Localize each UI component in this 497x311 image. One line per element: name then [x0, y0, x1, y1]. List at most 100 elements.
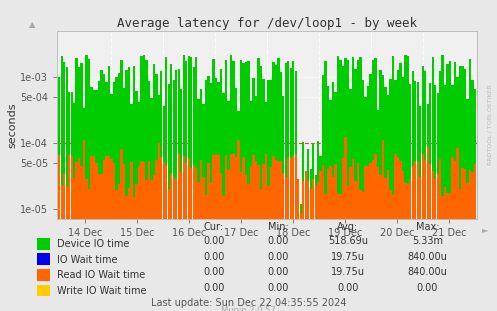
Bar [312, 179, 315, 311]
Bar [471, 172, 474, 311]
Bar [220, 173, 222, 311]
Bar [469, 59, 471, 311]
Bar [230, 154, 232, 311]
Bar [113, 163, 115, 311]
Text: 0.00: 0.00 [203, 283, 225, 293]
Bar [233, 154, 235, 311]
Bar [81, 63, 83, 311]
Bar [379, 175, 382, 311]
Bar [362, 193, 364, 311]
Bar [180, 90, 182, 311]
Bar [148, 81, 150, 311]
Bar [392, 195, 394, 311]
Bar [397, 70, 399, 311]
Bar [255, 161, 257, 311]
Bar [205, 195, 207, 311]
Bar [113, 82, 115, 311]
Bar [354, 69, 357, 311]
Bar [135, 91, 138, 311]
Bar [429, 164, 431, 311]
Bar [421, 154, 424, 311]
Bar [130, 162, 133, 311]
Bar [290, 158, 292, 311]
Bar [446, 193, 449, 311]
Bar [225, 155, 227, 311]
Bar [108, 66, 110, 311]
Bar [260, 189, 262, 311]
Bar [118, 73, 120, 311]
Bar [90, 156, 93, 311]
Bar [325, 194, 327, 311]
Bar [265, 102, 267, 311]
Bar [222, 93, 225, 311]
Bar [332, 177, 334, 311]
Bar [379, 70, 382, 311]
Text: RRDTOOL / TOBI OETIKER: RRDTOOL / TOBI OETIKER [487, 84, 492, 165]
Bar [342, 158, 344, 311]
Bar [175, 70, 177, 311]
Bar [421, 66, 424, 311]
Bar [277, 58, 279, 311]
Bar [424, 71, 426, 311]
Bar [225, 60, 227, 311]
Bar [441, 55, 444, 311]
Bar [212, 59, 215, 311]
Bar [260, 66, 262, 311]
Bar [245, 175, 247, 311]
Bar [133, 67, 135, 311]
Bar [187, 158, 190, 311]
Bar [243, 157, 245, 311]
Bar [441, 196, 444, 311]
Bar [172, 81, 175, 311]
Bar [285, 177, 287, 311]
Bar [93, 90, 95, 311]
Bar [372, 59, 374, 311]
Bar [397, 157, 399, 311]
Bar [367, 166, 369, 311]
Bar [150, 179, 153, 311]
Bar [389, 190, 392, 311]
Bar [414, 81, 416, 311]
Bar [364, 96, 367, 311]
Bar [474, 89, 476, 311]
Bar [384, 86, 387, 311]
Bar [235, 88, 237, 311]
Bar [197, 99, 200, 311]
Text: 0.00: 0.00 [267, 236, 289, 246]
Bar [320, 171, 322, 311]
Text: ▲: ▲ [29, 20, 35, 29]
Bar [344, 137, 347, 311]
Bar [153, 64, 155, 311]
Bar [461, 168, 464, 311]
Bar [426, 104, 429, 311]
Bar [240, 60, 242, 311]
Bar [182, 55, 185, 311]
Text: Max:: Max: [415, 222, 439, 232]
Text: ►: ► [482, 225, 489, 234]
Text: 0.00: 0.00 [267, 267, 289, 277]
Bar [439, 71, 441, 311]
Bar [407, 184, 409, 311]
Bar [431, 171, 434, 311]
Bar [115, 190, 118, 311]
Bar [377, 167, 379, 311]
Bar [61, 56, 63, 311]
Bar [349, 167, 352, 311]
Bar [195, 57, 197, 311]
Text: 0.00: 0.00 [203, 252, 225, 262]
Bar [170, 64, 172, 311]
Bar [83, 108, 85, 311]
Bar [155, 73, 158, 311]
Bar [200, 160, 202, 311]
Bar [464, 69, 466, 311]
Text: 0.00: 0.00 [267, 252, 289, 262]
Bar [210, 83, 212, 311]
Bar [382, 140, 384, 311]
Bar [78, 158, 81, 311]
Bar [431, 57, 434, 311]
Bar [73, 103, 76, 311]
Bar [163, 162, 165, 311]
Bar [295, 71, 297, 311]
Bar [282, 95, 284, 311]
Text: Write IO Wait time: Write IO Wait time [57, 286, 147, 296]
